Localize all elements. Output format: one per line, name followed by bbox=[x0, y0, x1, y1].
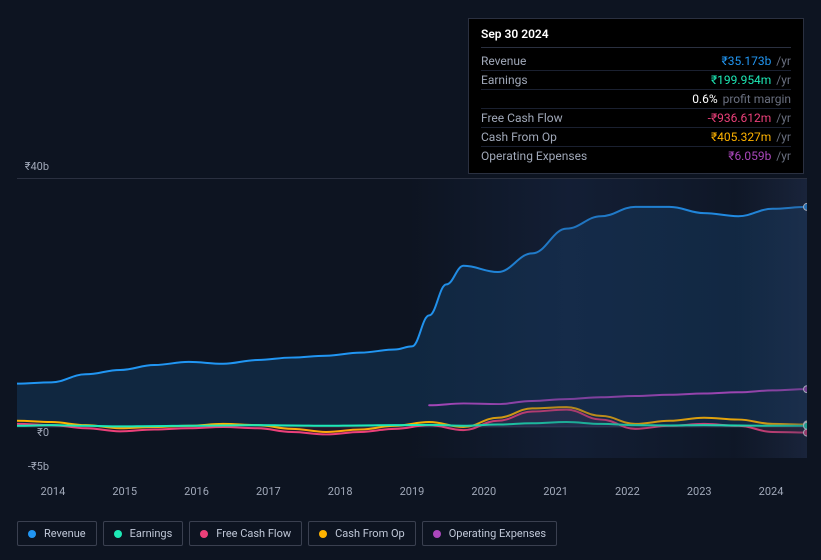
chart-legend: Revenue Earnings Free Cash Flow Cash From O… bbox=[17, 521, 557, 546]
tooltip-date: Sep 30 2024 bbox=[481, 27, 791, 48]
tooltip-row-suffix: /yr bbox=[773, 54, 791, 68]
tooltip-row-value: ₹199.954m bbox=[711, 73, 771, 87]
tooltip-row-suffix: profit margin bbox=[720, 92, 791, 106]
x-tick-label: 2024 bbox=[735, 485, 807, 498]
end-highlight bbox=[735, 179, 807, 458]
tooltip-row-suffix: /yr bbox=[773, 130, 791, 144]
tooltip-row-label: Free Cash Flow bbox=[481, 111, 563, 125]
tooltip-row-suffix: /yr bbox=[773, 73, 791, 87]
x-tick-label: 2021 bbox=[520, 485, 592, 498]
legend-dot-icon bbox=[28, 530, 36, 538]
x-tick-label: 2022 bbox=[592, 485, 664, 498]
legend-item[interactable]: Earnings bbox=[103, 521, 184, 546]
legend-item[interactable]: Operating Expenses bbox=[422, 521, 557, 546]
x-tick-label: 2023 bbox=[663, 485, 735, 498]
tooltip-row: 0.6% profit margin bbox=[481, 90, 791, 109]
legend-label: Operating Expenses bbox=[449, 527, 546, 540]
x-tick-label: 2015 bbox=[89, 485, 161, 498]
x-tick-label: 2020 bbox=[448, 485, 520, 498]
tooltip-row-value-wrap: ₹199.954m /yr bbox=[711, 73, 791, 87]
tooltip-row-label: Earnings bbox=[481, 73, 528, 87]
tooltip-row: Free Cash Flow -₹936.612m /yr bbox=[481, 109, 791, 128]
x-tick-label: 2019 bbox=[376, 485, 448, 498]
tooltip-row-value-wrap: -₹936.612m /yr bbox=[708, 111, 791, 125]
legend-label: Cash From Op bbox=[335, 527, 405, 540]
tooltip-row-value-wrap: ₹35.173b /yr bbox=[722, 54, 792, 68]
legend-label: Revenue bbox=[44, 527, 86, 540]
chart-tooltip: Sep 30 2024 Revenue ₹35.173b /yr Earnings ₹… bbox=[468, 18, 804, 174]
tooltip-row-label: Revenue bbox=[481, 54, 526, 68]
legend-dot-icon bbox=[114, 530, 122, 538]
y-tick-label: ₹40b bbox=[17, 160, 49, 173]
tooltip-row-value-wrap: ₹405.327m /yr bbox=[711, 130, 791, 144]
x-tick-label: 2017 bbox=[232, 485, 304, 498]
y-tick-label: -₹5b bbox=[17, 460, 49, 473]
tooltip-row: Earnings ₹199.954m /yr bbox=[481, 71, 791, 90]
tooltip-row-suffix: /yr bbox=[773, 111, 791, 125]
x-axis-labels: 2014201520162017201820192020202120222023… bbox=[17, 485, 807, 498]
legend-label: Free Cash Flow bbox=[216, 527, 291, 540]
tooltip-row-value: -₹936.612m bbox=[708, 111, 772, 125]
tooltip-row: Revenue ₹35.173b /yr bbox=[481, 52, 791, 71]
tooltip-row-label: Cash From Op bbox=[481, 130, 557, 144]
x-tick-label: 2016 bbox=[161, 485, 233, 498]
legend-item[interactable]: Free Cash Flow bbox=[189, 521, 302, 546]
legend-dot-icon bbox=[319, 530, 327, 538]
tooltip-row-value: ₹405.327m bbox=[711, 130, 771, 144]
x-tick-label: 2014 bbox=[17, 485, 89, 498]
legend-label: Earnings bbox=[130, 527, 173, 540]
tooltip-row-value-wrap: 0.6% profit margin bbox=[692, 92, 791, 106]
x-tick-label: 2018 bbox=[304, 485, 376, 498]
legend-dot-icon bbox=[200, 530, 208, 538]
chart-area[interactable]: ₹40b ₹0 -₹5b 201420152016201720182019202… bbox=[17, 160, 807, 500]
tooltip-rows: Revenue ₹35.173b /yr Earnings ₹199.954m /yr… bbox=[481, 52, 791, 165]
tooltip-row-value: 0.6% bbox=[692, 92, 717, 106]
legend-item[interactable]: Revenue bbox=[17, 521, 97, 546]
tooltip-row: Cash From Op ₹405.327m /yr bbox=[481, 128, 791, 147]
legend-dot-icon bbox=[433, 530, 441, 538]
legend-item[interactable]: Cash From Op bbox=[308, 521, 416, 546]
chart-plot bbox=[17, 178, 807, 458]
tooltip-row-value: ₹35.173b bbox=[722, 54, 772, 68]
